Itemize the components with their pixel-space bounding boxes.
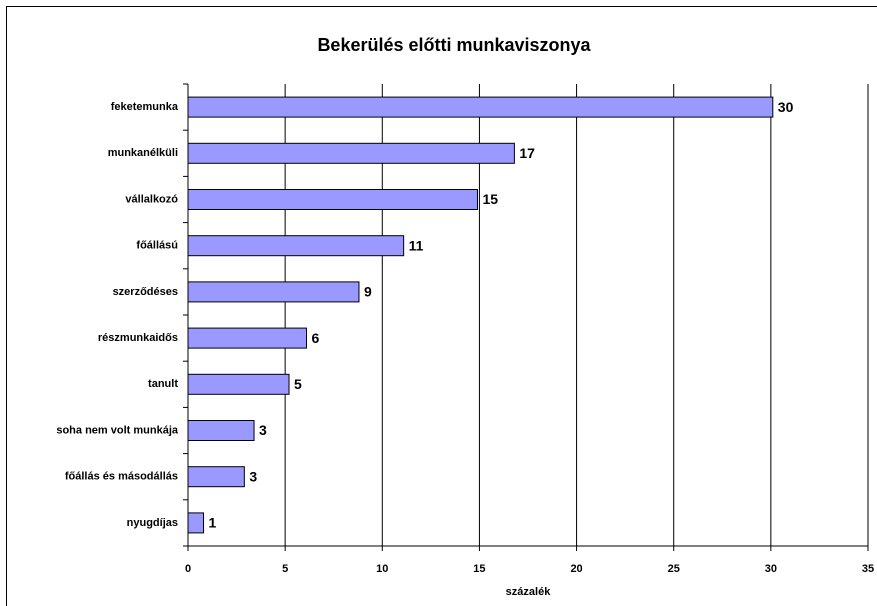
y-tick-label: vállalkozó (125, 193, 178, 205)
data-label: 17 (519, 145, 535, 161)
x-tick-label: 5 (282, 563, 288, 575)
x-tick-label: 35 (862, 563, 874, 575)
bar (187, 96, 774, 118)
data-label: 1 (209, 515, 217, 531)
x-tick-label: 20 (570, 563, 582, 575)
chart-title: Bekerülés előtti munkaviszonya (317, 35, 591, 55)
data-label: 15 (482, 191, 498, 207)
x-tick-label: 25 (668, 563, 680, 575)
y-tick-label: munkanélküli (108, 147, 178, 159)
bar (187, 420, 255, 441)
bar (187, 327, 308, 349)
y-tick-label: szerződéses (113, 286, 178, 298)
data-label: 30 (778, 99, 794, 115)
data-label: 11 (409, 237, 424, 253)
data-label: 5 (294, 376, 302, 392)
x-tick-label: 10 (376, 563, 388, 575)
y-tick-label: soha nem volt munkája (56, 424, 179, 436)
data-label: 9 (364, 284, 372, 300)
y-tick-label: feketemunka (111, 101, 179, 113)
y-tick-label: főállás és másodállás (65, 471, 178, 483)
bar (187, 281, 360, 303)
data-label: 6 (312, 330, 320, 346)
y-tick-label: tanult (148, 378, 178, 390)
x-tick-label: 30 (765, 563, 777, 575)
x-tick-label: 15 (473, 563, 485, 575)
chart-border (6, 6, 877, 606)
bar (187, 142, 515, 164)
data-label: 3 (259, 422, 267, 438)
bar (187, 189, 478, 210)
y-tick-label: részmunkaidős (98, 332, 178, 344)
bar (187, 466, 245, 488)
bar (187, 512, 205, 534)
x-tick-label: 0 (185, 563, 191, 575)
x-axis-title: százalék (506, 586, 552, 598)
data-label: 3 (249, 468, 257, 484)
bar (187, 235, 405, 257)
bar (187, 373, 290, 395)
y-tick-label: nyugdíjas (127, 517, 178, 529)
y-tick-label: főállású (136, 240, 178, 252)
